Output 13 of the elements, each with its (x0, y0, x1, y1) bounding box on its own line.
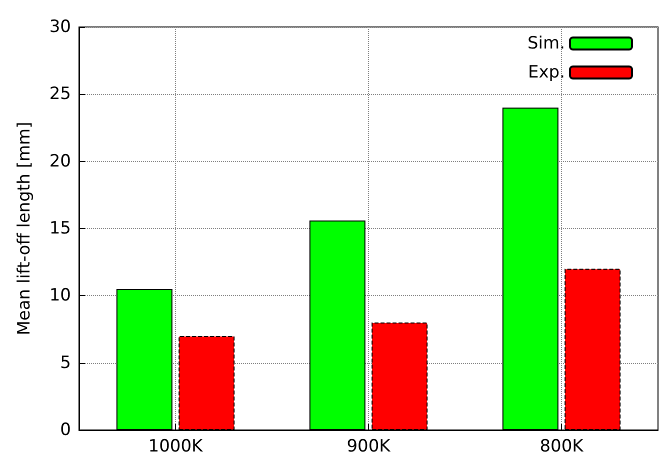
x-tick-label: 1000K (148, 436, 204, 456)
y-tick-label: 5 (60, 352, 71, 373)
y-tick-label: 15 (49, 218, 71, 238)
x-tick-label: 800K (540, 436, 584, 456)
x-tick-label: 900K (346, 436, 392, 456)
y-tick-label: 25 (49, 84, 71, 104)
legend-label: Sim. (528, 34, 565, 54)
legend-label: Exp. (528, 62, 565, 82)
y-axis-title: Mean lift-off length [mm] (14, 122, 34, 336)
y-tick-label: 30 (49, 17, 71, 37)
y-tick-label: 0 (60, 420, 71, 440)
y-tick-label: 10 (49, 286, 71, 306)
y-tick-label: 20 (49, 151, 71, 172)
